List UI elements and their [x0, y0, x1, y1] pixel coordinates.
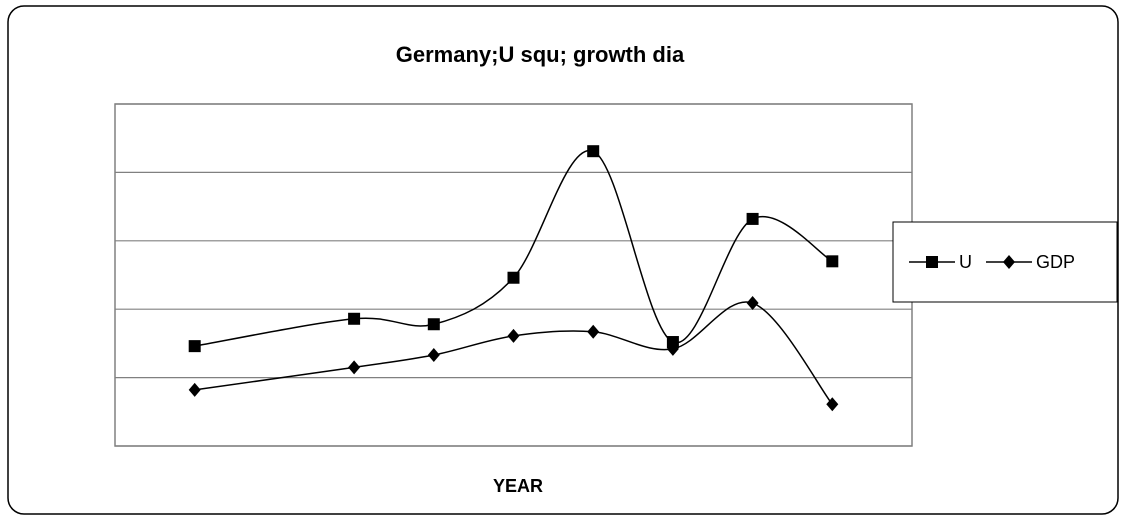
marker: [826, 255, 839, 268]
x-axis-label: YEAR: [493, 476, 543, 496]
marker: [427, 318, 440, 331]
marker: [746, 296, 759, 311]
marker: [746, 212, 759, 225]
legend-label: U: [959, 252, 972, 272]
marker: [587, 145, 600, 158]
marker: [427, 348, 440, 363]
legend-marker: [1003, 255, 1015, 269]
chart-title: Germany;U squ; growth dia: [396, 42, 685, 67]
marker: [188, 382, 201, 397]
marker: [507, 271, 520, 284]
marker: [507, 328, 520, 343]
line: [194, 149, 833, 347]
marker: [587, 324, 600, 339]
legend-label: GDP: [1036, 252, 1075, 272]
legend-marker: [926, 256, 938, 268]
marker: [188, 340, 201, 353]
marker: [348, 360, 361, 375]
marker: [826, 397, 839, 412]
marker: [348, 312, 361, 325]
marker: [666, 341, 679, 356]
